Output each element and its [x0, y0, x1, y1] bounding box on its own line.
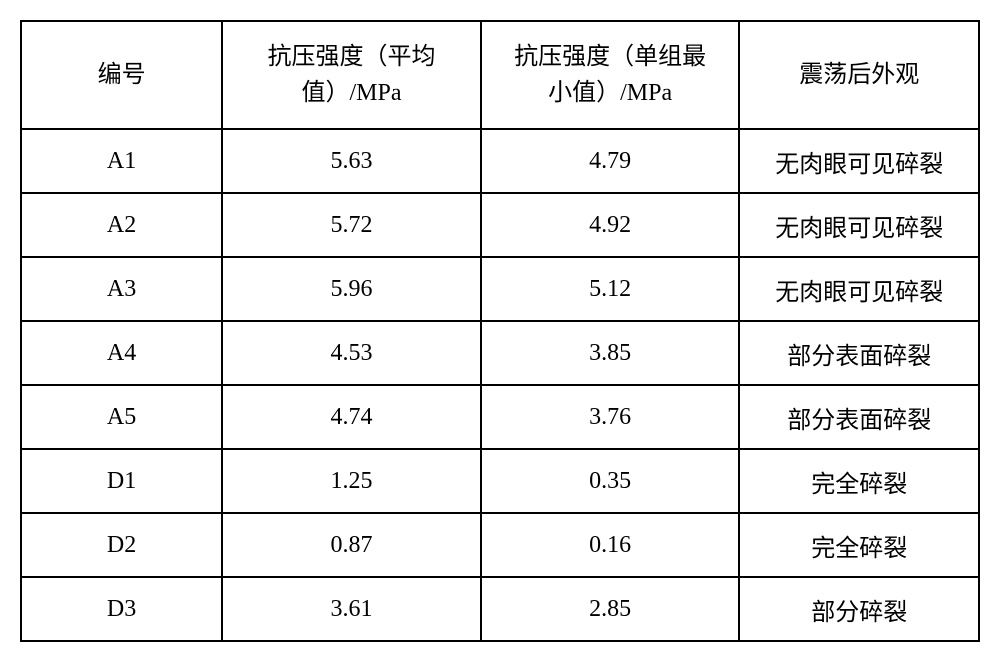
table-row: D3 3.61 2.85 部分碎裂 [21, 577, 979, 641]
table-row: D2 0.87 0.16 完全碎裂 [21, 513, 979, 577]
cell-id: A4 [21, 321, 222, 385]
col-header-avg: 抗压强度（平均值）/MPa [222, 21, 481, 129]
cell-avg: 4.74 [222, 385, 481, 449]
cell-id: D1 [21, 449, 222, 513]
data-table: 编号 抗压强度（平均值）/MPa 抗压强度（单组最小值）/MPa 震荡后外观 A… [20, 20, 980, 642]
cell-id: A5 [21, 385, 222, 449]
cell-avg: 3.61 [222, 577, 481, 641]
col-header-min: 抗压强度（单组最小值）/MPa [481, 21, 740, 129]
cell-avg: 0.87 [222, 513, 481, 577]
cell-min: 0.35 [481, 449, 740, 513]
cell-min: 0.16 [481, 513, 740, 577]
cell-min: 2.85 [481, 577, 740, 641]
cell-min: 4.92 [481, 193, 740, 257]
cell-id: D3 [21, 577, 222, 641]
table-row: A5 4.74 3.76 部分表面碎裂 [21, 385, 979, 449]
cell-appearance: 无肉眼可见碎裂 [739, 129, 979, 193]
col-header-appearance: 震荡后外观 [739, 21, 979, 129]
col-header-id: 编号 [21, 21, 222, 129]
cell-min: 4.79 [481, 129, 740, 193]
table-row: D1 1.25 0.35 完全碎裂 [21, 449, 979, 513]
cell-id: A3 [21, 257, 222, 321]
cell-avg: 5.96 [222, 257, 481, 321]
cell-appearance: 部分表面碎裂 [739, 385, 979, 449]
cell-appearance: 部分表面碎裂 [739, 321, 979, 385]
table-row: A3 5.96 5.12 无肉眼可见碎裂 [21, 257, 979, 321]
cell-avg: 1.25 [222, 449, 481, 513]
cell-min: 3.85 [481, 321, 740, 385]
table-header-row: 编号 抗压强度（平均值）/MPa 抗压强度（单组最小值）/MPa 震荡后外观 [21, 21, 979, 129]
table-row: A4 4.53 3.85 部分表面碎裂 [21, 321, 979, 385]
cell-avg: 5.63 [222, 129, 481, 193]
cell-id: A2 [21, 193, 222, 257]
table-row: A2 5.72 4.92 无肉眼可见碎裂 [21, 193, 979, 257]
cell-appearance: 无肉眼可见碎裂 [739, 257, 979, 321]
table-row: A1 5.63 4.79 无肉眼可见碎裂 [21, 129, 979, 193]
cell-appearance: 完全碎裂 [739, 513, 979, 577]
cell-appearance: 无肉眼可见碎裂 [739, 193, 979, 257]
cell-avg: 4.53 [222, 321, 481, 385]
cell-id: A1 [21, 129, 222, 193]
cell-appearance: 部分碎裂 [739, 577, 979, 641]
cell-min: 3.76 [481, 385, 740, 449]
cell-appearance: 完全碎裂 [739, 449, 979, 513]
cell-id: D2 [21, 513, 222, 577]
cell-avg: 5.72 [222, 193, 481, 257]
data-table-container: 编号 抗压强度（平均值）/MPa 抗压强度（单组最小值）/MPa 震荡后外观 A… [20, 20, 980, 642]
cell-min: 5.12 [481, 257, 740, 321]
